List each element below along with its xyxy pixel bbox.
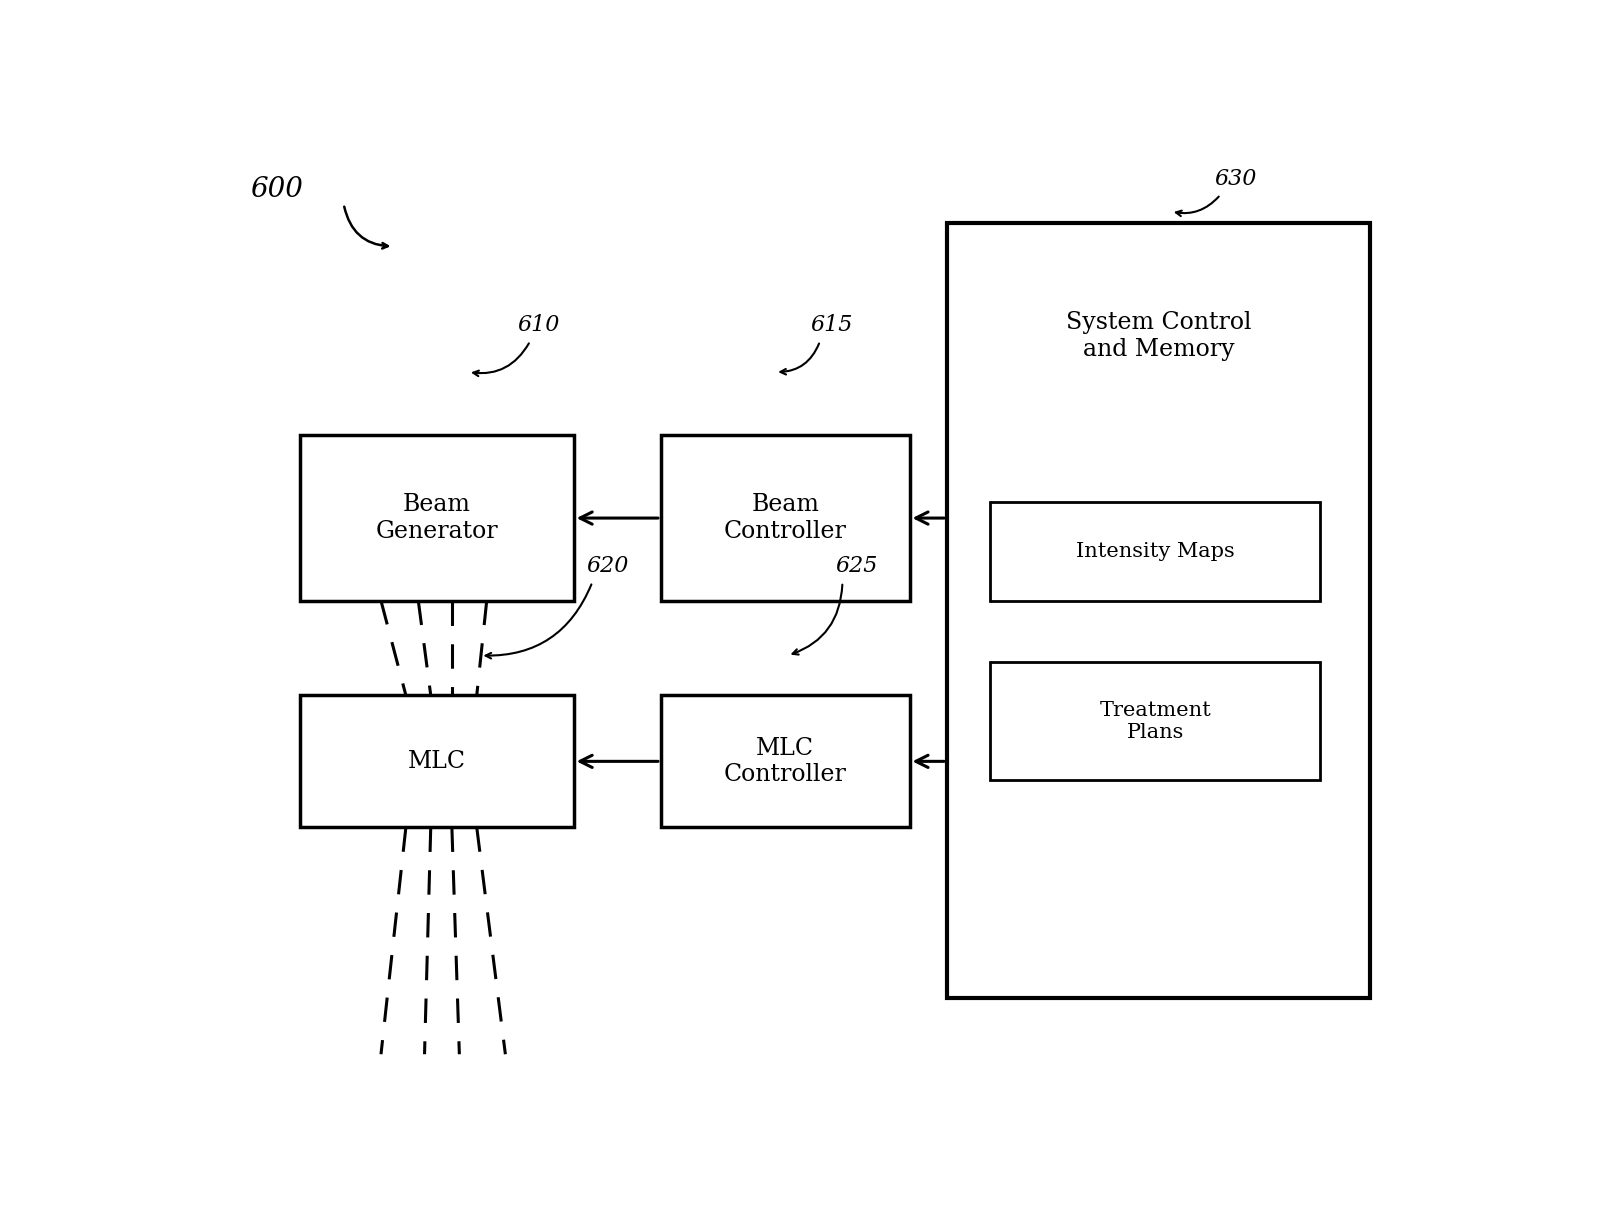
Text: Beam
Generator: Beam Generator — [376, 493, 498, 542]
Text: System Control
and Memory: System Control and Memory — [1066, 312, 1252, 361]
FancyBboxPatch shape — [990, 502, 1319, 601]
Text: 610: 610 — [518, 314, 560, 336]
Text: 615: 615 — [811, 314, 852, 336]
FancyBboxPatch shape — [947, 223, 1369, 998]
Text: 630: 630 — [1215, 168, 1257, 190]
Text: 600: 600 — [250, 177, 303, 204]
Text: 620: 620 — [586, 555, 629, 577]
Text: MLC: MLC — [408, 750, 465, 773]
Text: 625: 625 — [835, 555, 878, 577]
Text: Beam
Controller: Beam Controller — [724, 493, 847, 542]
FancyBboxPatch shape — [661, 436, 910, 601]
Text: Intensity Maps: Intensity Maps — [1075, 541, 1234, 561]
Text: MLC
Controller: MLC Controller — [724, 736, 847, 787]
FancyBboxPatch shape — [661, 696, 910, 827]
FancyBboxPatch shape — [300, 696, 575, 827]
FancyBboxPatch shape — [990, 663, 1319, 780]
FancyBboxPatch shape — [300, 436, 575, 601]
Text: Treatment
Plans: Treatment Plans — [1099, 701, 1212, 741]
